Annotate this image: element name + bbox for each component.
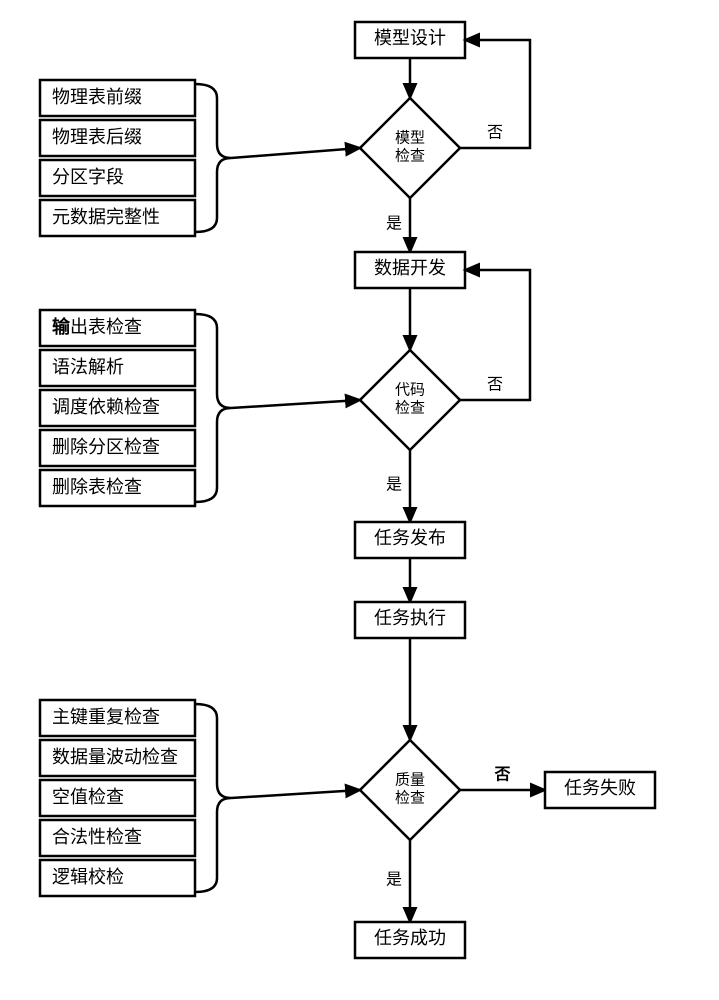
quality-check-diamond-label2: 检查 (395, 789, 425, 806)
code-rules-item-3-label: 删除分区检查 (52, 437, 160, 457)
quality-rules-item-4-label: 逻辑校检 (52, 867, 124, 887)
model-rules-item-0-label: 物理表前缀 (52, 87, 142, 107)
model-rules-item-2-label: 分区字段 (52, 167, 124, 187)
code-rules-item-2-label: 调度依赖检查 (52, 397, 160, 417)
task-success-box-label: 任务成功 (374, 928, 446, 948)
model-rules-brace (195, 84, 231, 232)
model-check-diamond-label2: 检查 (395, 147, 425, 164)
code-check-no: 否 (487, 377, 503, 394)
quality-rules-brace (195, 704, 231, 892)
data-dev-box-label: 数据开发 (374, 258, 446, 278)
quality-check-diamond-label1: 质量 (395, 771, 425, 788)
code-check-yes: 是 (386, 477, 402, 494)
quality-yes: 是 (386, 872, 402, 889)
quality-rules-item-2-label: 空值检查 (52, 787, 124, 807)
quality-rules-item-0-label: 主键重复检查 (52, 707, 160, 727)
code-check-diamond-label1: 代码 (395, 381, 425, 398)
code-rules-item-1-label: 语法解析 (52, 357, 124, 377)
quality-rules-brace-arrow (231, 790, 360, 798)
quality-rules-item-3-label: 合法性检查 (52, 827, 142, 847)
code-rules-item-4-label: 删除表检查 (52, 477, 142, 497)
model-rules-item-1-label: 物理表后缀 (52, 127, 142, 147)
model-rules-item-3-label: 元数据完整性 (52, 207, 160, 227)
model-design-box-label: 模型设计 (374, 28, 446, 48)
model-check-diamond-label1: 模型 (395, 129, 425, 146)
quality-rules-item-1-label: 数据量波动检查 (52, 747, 178, 767)
model-rules-brace-arrow (231, 148, 360, 158)
model-check-yes: 是 (386, 216, 402, 233)
task-exec-box-label: 任务执行 (374, 608, 446, 628)
code-rules-brace-arrow (231, 400, 360, 408)
quality-no: 否 (493, 766, 510, 784)
task-fail-box-label: 任务失败 (564, 778, 636, 798)
task-publish-box-label: 任务发布 (374, 528, 446, 548)
code-rules-brace (195, 314, 231, 502)
code-rules-bold-overlay: 输 (52, 316, 71, 337)
model-check-no: 否 (487, 125, 503, 142)
code-check-diamond-label2: 检查 (395, 399, 425, 416)
